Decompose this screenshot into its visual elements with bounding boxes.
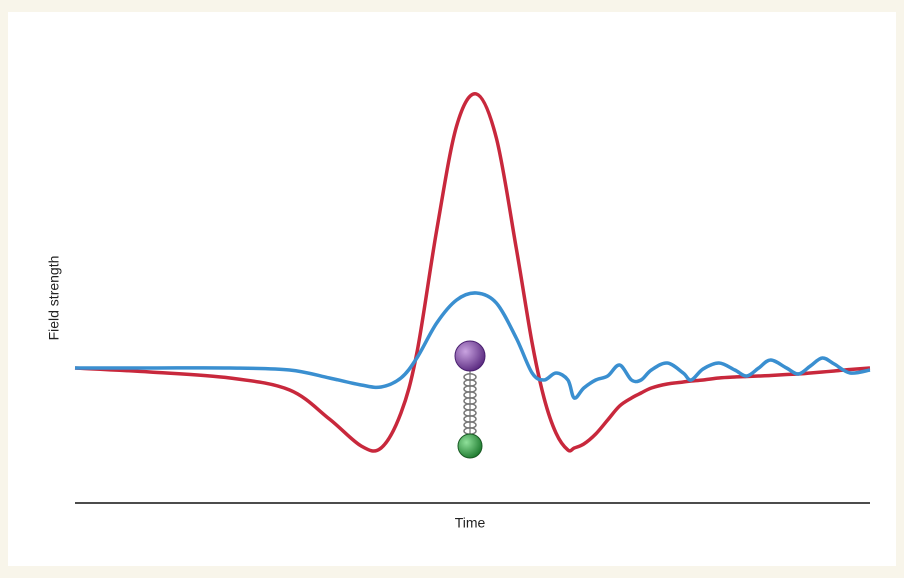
x-axis-label: Time [455,515,486,531]
chart: Time Field strength [0,0,904,578]
y-axis-label: Field strength [46,256,62,341]
plot-panel [8,12,896,566]
